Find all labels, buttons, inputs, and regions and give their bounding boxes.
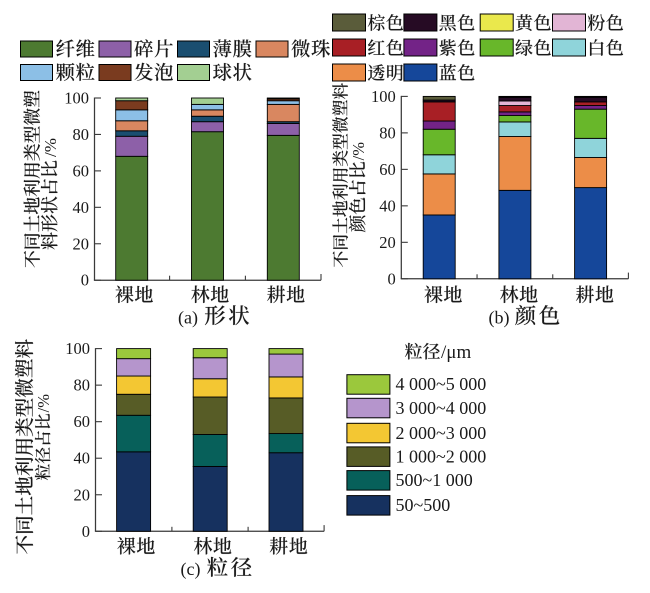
- svg-text:(a): (a): [178, 307, 198, 328]
- svg-text:/μm: /μm: [441, 342, 471, 363]
- svg-text:(b): (b): [489, 307, 510, 328]
- svg-text:20: 20: [73, 234, 90, 253]
- svg-text:100: 100: [65, 339, 90, 358]
- svg-text:40: 40: [73, 198, 90, 217]
- svg-text:3 000~4 000: 3 000~4 000: [396, 398, 487, 418]
- svg-text:0: 0: [81, 271, 89, 290]
- svg-text:/%: /%: [41, 138, 60, 157]
- svg-text:/%: /%: [349, 142, 368, 161]
- svg-text:20: 20: [379, 233, 396, 252]
- svg-text:80: 80: [73, 125, 90, 144]
- svg-text:50~500: 50~500: [396, 495, 451, 515]
- svg-text:0: 0: [388, 269, 396, 288]
- svg-text:100: 100: [371, 87, 396, 106]
- svg-text:40: 40: [379, 196, 396, 215]
- svg-text:80: 80: [379, 123, 396, 142]
- svg-text:500~1 000: 500~1 000: [396, 470, 473, 490]
- svg-text:/%: /%: [34, 394, 53, 413]
- svg-text:100: 100: [64, 89, 89, 108]
- svg-text:60: 60: [379, 160, 396, 179]
- svg-text:40: 40: [74, 449, 91, 468]
- svg-text:80: 80: [74, 376, 91, 395]
- svg-text:4 000~5 000: 4 000~5 000: [396, 374, 487, 394]
- svg-text:2 000~3 000: 2 000~3 000: [396, 423, 487, 443]
- svg-text:60: 60: [73, 161, 90, 180]
- svg-text:(c): (c): [181, 559, 201, 580]
- svg-text:0: 0: [82, 522, 90, 541]
- svg-text:20: 20: [74, 485, 91, 504]
- svg-text:60: 60: [74, 412, 91, 431]
- svg-text:1 000~2 000: 1 000~2 000: [396, 446, 487, 466]
